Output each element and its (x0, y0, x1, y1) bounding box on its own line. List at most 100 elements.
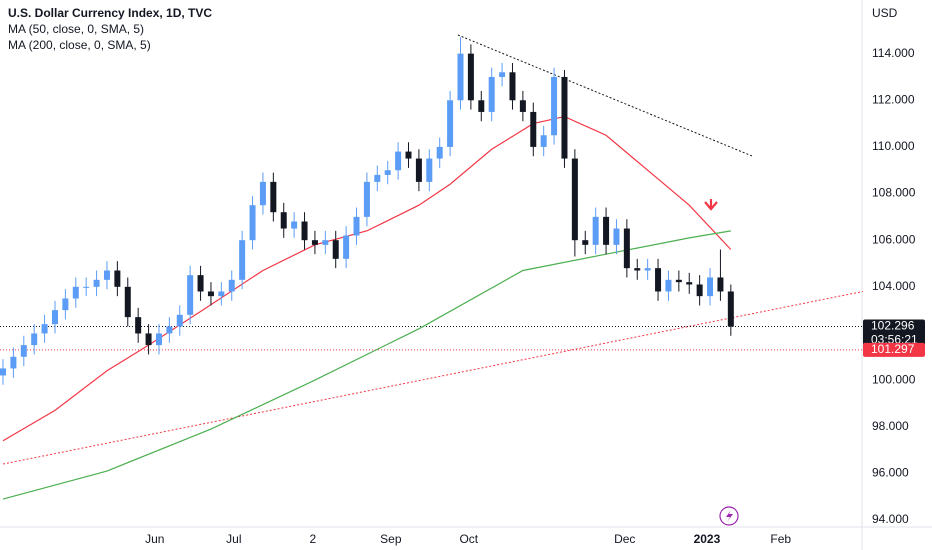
price-label: 101.297 (871, 342, 915, 356)
candle-body (613, 228, 620, 245)
candle-body (176, 314, 183, 327)
moving-average-line (2, 115, 732, 442)
chart-title: U.S. Dollar Currency Index, 1D, TVC (8, 6, 212, 20)
candle-body (509, 72, 516, 101)
price-label-box (863, 342, 925, 357)
candle-body (540, 135, 547, 147)
price-label-box (863, 319, 925, 348)
y-tick-label: 94.000 (872, 512, 909, 526)
arrow-annotation (704, 199, 718, 211)
candle-body (405, 151, 412, 159)
candle-body (259, 181, 266, 206)
y-tick-label: 106.000 (872, 232, 916, 246)
candle-body (603, 216, 610, 245)
x-tick-label: 2023 (694, 532, 721, 546)
candle-body (322, 240, 329, 245)
candle-body (551, 76, 558, 136)
candle-body (436, 146, 443, 159)
legend-entry: MA (200, close, 0, SMA, 5) (8, 38, 151, 52)
candle-body (530, 111, 537, 147)
x-tick-label: Sep (380, 532, 402, 546)
candle-body (135, 317, 142, 334)
candle-body (571, 158, 578, 241)
x-tick-label: Jun (145, 532, 164, 546)
events-icon[interactable] (719, 506, 739, 526)
candle-body (353, 216, 360, 236)
candle-body (218, 291, 225, 297)
candle-body (343, 235, 350, 259)
candle-body (478, 100, 485, 112)
candle-body (31, 333, 38, 346)
candle-body (519, 100, 526, 112)
y-tick-label: 96.000 (872, 466, 909, 480)
candle-body (655, 268, 662, 292)
y-tick-label: 110.000 (872, 139, 915, 153)
candle-body (62, 298, 69, 311)
candle-body (83, 286, 90, 288)
candle-body (228, 279, 235, 292)
candle-body (207, 291, 214, 297)
candle-body (644, 268, 651, 271)
candle-body (499, 72, 506, 77)
candle-body (592, 216, 599, 245)
y-axis-label: USD (872, 6, 898, 20)
candle-body (363, 181, 370, 217)
candle-body (561, 76, 568, 159)
candle-body (10, 356, 17, 369)
candle-body (675, 279, 682, 283)
y-tick-label: 108.000 (872, 186, 916, 200)
x-tick-label: Jul (226, 532, 241, 546)
candle-body (311, 240, 318, 245)
candle-body (457, 53, 464, 101)
candle-body (93, 279, 100, 287)
candle-body (166, 326, 173, 334)
candle-body (374, 174, 381, 182)
candle-body (488, 76, 495, 112)
price-label: 102.296 (871, 319, 915, 333)
candle-body (447, 100, 454, 147)
candle-body (384, 170, 391, 175)
candle-body (686, 282, 693, 285)
candle-body (582, 240, 589, 245)
candle-body (103, 270, 110, 280)
candle-body (332, 240, 339, 259)
candle-body (72, 286, 79, 299)
candle-body (467, 53, 474, 101)
candle-body (145, 333, 152, 346)
candle-body (124, 286, 131, 318)
candle-body (187, 275, 194, 315)
candle-body (51, 310, 58, 325)
moving-average-line (2, 230, 731, 500)
candle-body (426, 158, 433, 182)
candle-body (239, 240, 246, 280)
candle-body (114, 270, 121, 287)
candle-body (291, 221, 298, 229)
candle-body (415, 158, 422, 182)
candle-body (280, 212, 287, 229)
candle-body (395, 151, 402, 171)
x-tick-label: Feb (770, 532, 791, 546)
y-tick-label: 112.000 (872, 92, 915, 106)
candle-body (20, 345, 27, 357)
y-tick-label: 114.000 (872, 46, 915, 60)
y-tick-label: 104.000 (872, 279, 916, 293)
candle-body (696, 284, 703, 297)
legend-entry: MA (50, close, 0, SMA, 5) (8, 22, 144, 36)
trend-line (457, 34, 753, 157)
candle-body (301, 221, 308, 241)
candle-body (665, 279, 672, 292)
candle-body (634, 268, 641, 271)
x-tick-label: Dec (614, 532, 635, 546)
candle-body (727, 291, 734, 327)
candle-body (155, 333, 162, 346)
y-tick-label: 100.000 (872, 372, 916, 386)
x-tick-label: 2 (310, 532, 317, 546)
candle-body (197, 275, 204, 292)
candle-body (707, 277, 714, 297)
y-tick-label: 98.000 (872, 419, 909, 433)
candle-body (249, 205, 256, 241)
candle-body (0, 368, 6, 376)
candle-body (270, 181, 277, 213)
